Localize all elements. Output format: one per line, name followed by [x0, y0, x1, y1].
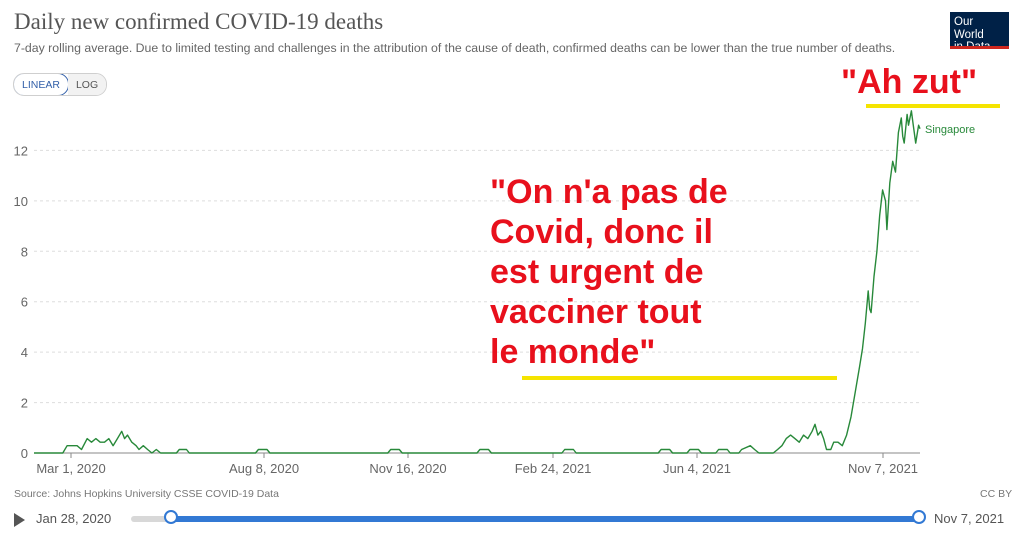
x-tick-label: Jun 4, 2021 [663, 461, 731, 476]
y-tick-label: 0 [21, 446, 28, 461]
log-scale-button[interactable]: LOG [67, 74, 107, 95]
series-line-singapore[interactable] [34, 110, 921, 454]
annotation-quote-ah-zut: "Ah zut" [841, 63, 978, 101]
gridlines [34, 149, 920, 404]
logo-line-1: Our World [954, 16, 984, 41]
scale-toggle: LINEAR LOG [13, 73, 108, 96]
timeline-start-handle[interactable] [164, 510, 178, 524]
timeline-selected-range[interactable] [171, 516, 919, 522]
linear-scale-button[interactable]: LINEAR [14, 74, 69, 95]
y-tick-label: 2 [21, 396, 28, 411]
chart-subtitle: 7-day rolling average. Due to limited te… [14, 41, 896, 55]
series-label-singapore: Singapore [925, 124, 975, 136]
license-link[interactable]: CC BY [980, 488, 1013, 500]
y-tick-label: 4 [21, 345, 28, 360]
timeline-end-label: Nov 7, 2021 [934, 511, 1005, 526]
timeline-start-label: Jan 28, 2020 [36, 511, 112, 526]
x-tick-label: Nov 7, 2021 [848, 461, 918, 476]
annotation-quote-main: "On n'a pas de Covid, donc il est urgent… [490, 173, 728, 371]
play-icon[interactable] [14, 513, 25, 527]
x-tick-label: Mar 1, 2020 [36, 461, 105, 476]
source-note[interactable]: Source: Johns Hopkins University CSSE CO… [14, 488, 279, 500]
owid-logo[interactable]: Our World in Data [950, 12, 1009, 53]
y-tick-label: 10 [14, 194, 28, 209]
y-axis-ticks: 0 2 4 6 8 10 12 [14, 143, 28, 461]
y-tick-label: 8 [21, 244, 28, 259]
chart-title: Daily new confirmed COVID-19 deaths [14, 9, 384, 34]
y-tick-label: 12 [14, 143, 28, 158]
x-tick-label: Feb 24, 2021 [515, 461, 592, 476]
x-axis-ticks: Mar 1, 2020 Aug 8, 2020 Nov 16, 2020 Feb 24… [36, 453, 918, 476]
y-tick-label: 6 [21, 295, 28, 310]
x-tick-label: Nov 16, 2020 [369, 461, 446, 476]
timeline-end-handle[interactable] [912, 510, 926, 524]
x-tick-label: Aug 8, 2020 [229, 461, 299, 476]
